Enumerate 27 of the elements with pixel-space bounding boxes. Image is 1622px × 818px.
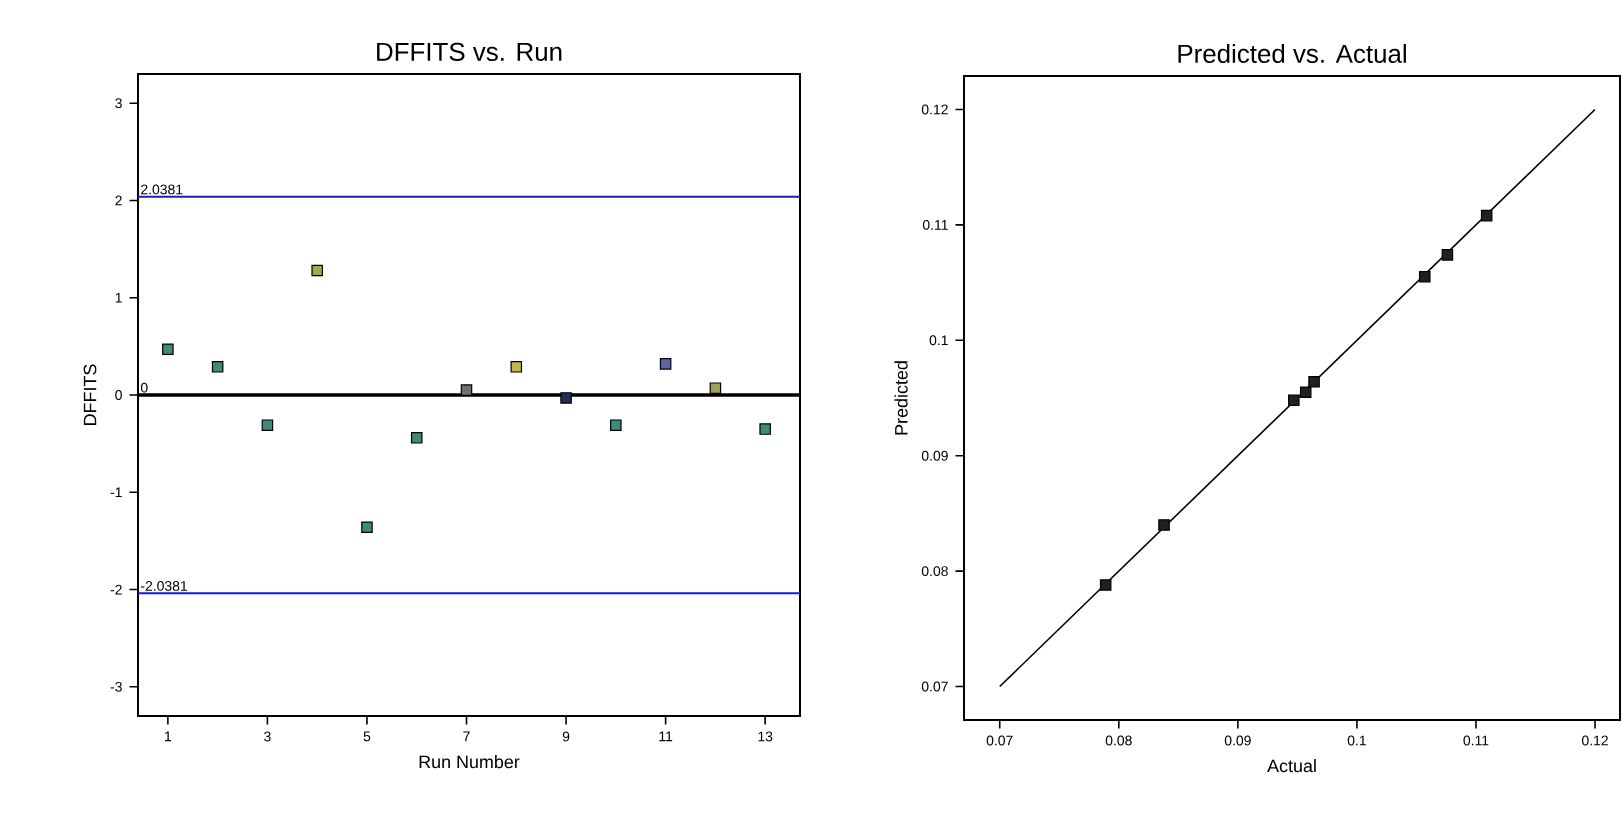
point (460, 384, 473, 396)
point (610, 419, 622, 431)
point (162, 343, 174, 356)
point (709, 382, 722, 394)
point (510, 361, 523, 373)
point (1441, 249, 1454, 261)
x-axis-title: Run Number (419, 755, 520, 769)
point (1099, 579, 1112, 591)
point (560, 392, 572, 404)
y-axis-title: Predicted (894, 361, 908, 435)
point (361, 521, 373, 534)
point (311, 264, 323, 277)
point (1158, 519, 1170, 531)
point (410, 432, 423, 444)
point (1418, 271, 1431, 283)
chart-title: Predicted vs. Actual (1178, 43, 1406, 63)
point (1288, 394, 1300, 407)
point (261, 419, 274, 431)
point (1308, 376, 1320, 388)
point (659, 358, 672, 370)
chart-title: DFFITS vs. Run (377, 42, 562, 61)
y-axis-title: DFFITS (83, 364, 97, 425)
point (1480, 209, 1493, 222)
point (759, 423, 771, 435)
x-axis-title: Actual (1267, 759, 1316, 773)
point (1299, 386, 1312, 399)
point (211, 361, 224, 373)
